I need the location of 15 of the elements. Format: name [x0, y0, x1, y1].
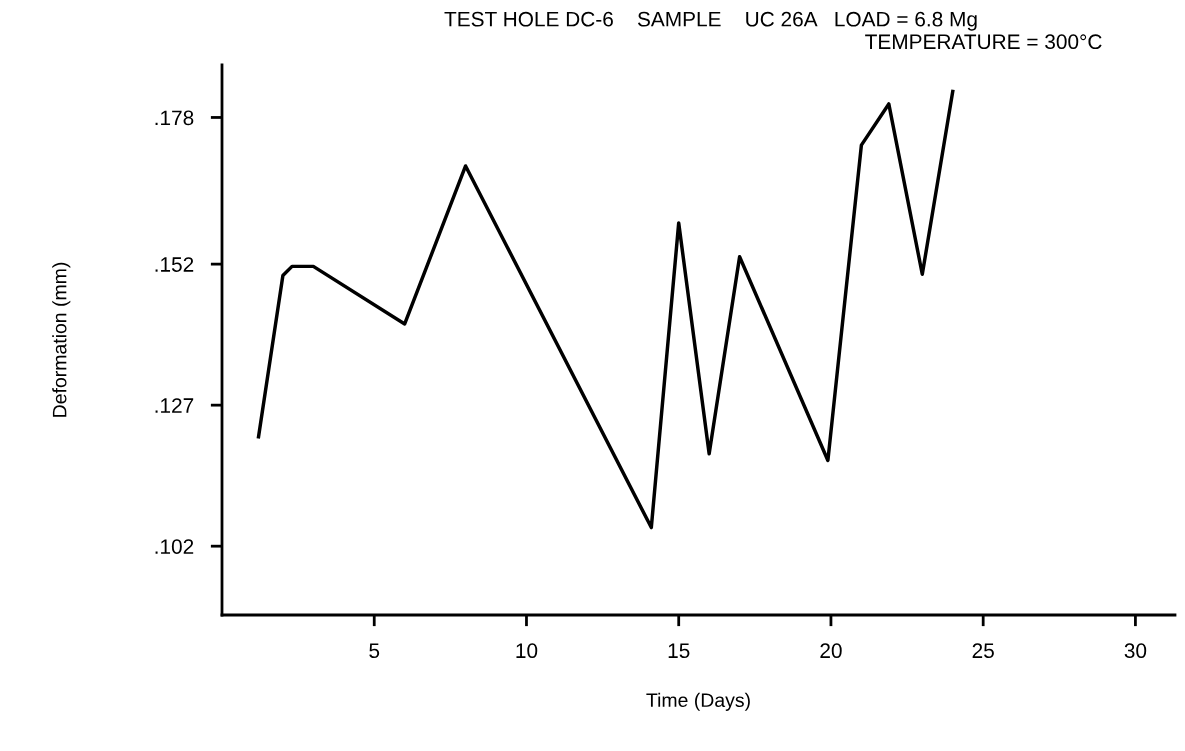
y-tick-label: .178 — [155, 110, 194, 126]
x-tick-label: 10 — [516, 643, 538, 659]
y-tick-label: .102 — [155, 539, 194, 554]
x-tick-label: 30 — [1124, 643, 1147, 659]
y-tick-label: .152 — [155, 257, 194, 272]
line-series — [256, 89, 955, 530]
x-tick-label: 15 — [668, 643, 690, 659]
x-tick-label: 5 — [369, 643, 380, 659]
chart-subtitle: TEMPERATURE = 300°C — [865, 34, 1102, 50]
y-tick-label: .127 — [155, 398, 194, 413]
x-tick-label: 25 — [972, 643, 994, 659]
y-axis-title: Deformation (mm) — [52, 262, 71, 417]
chart-title: TEST HOLE DC-6 SAMPLE UC 26A LOAD = 6.8 Mg — [444, 11, 977, 31]
x-axis-title: Time (Days) — [646, 692, 750, 711]
x-tick-label: 20 — [820, 643, 842, 659]
